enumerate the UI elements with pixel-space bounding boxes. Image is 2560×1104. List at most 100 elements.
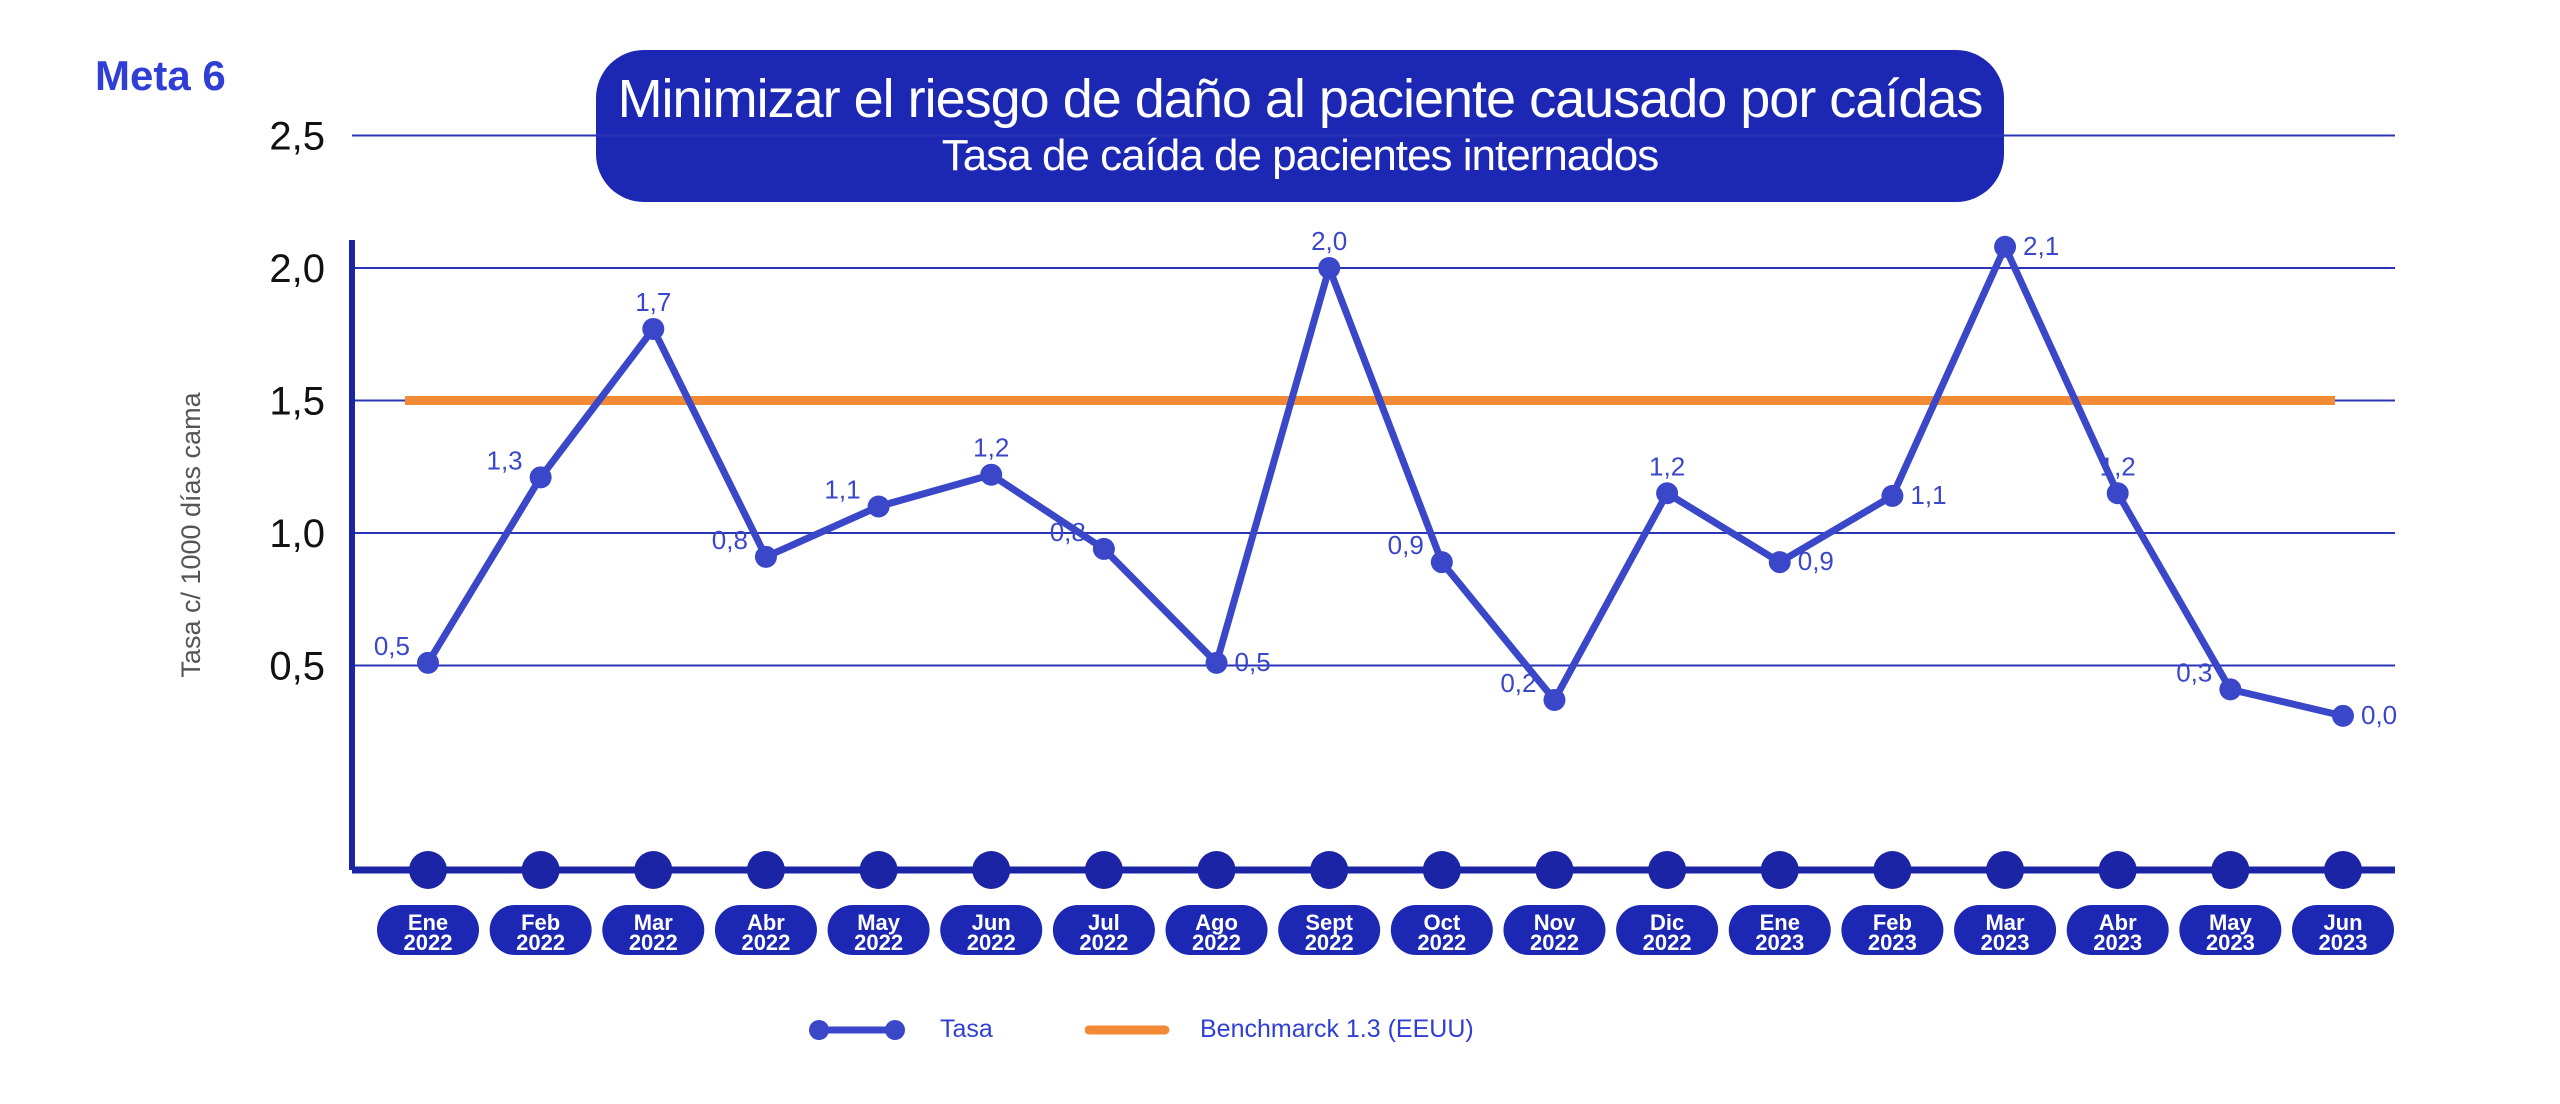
data-label: 1,2	[973, 433, 1009, 463]
legend-item-benchmark: Benchmarck 1.3 (EEUU)	[1085, 1010, 1505, 1050]
x-tick-month: May	[2209, 910, 2253, 935]
data-point	[1994, 235, 2017, 258]
axis-marker	[1084, 851, 1123, 889]
data-point	[867, 495, 890, 518]
data-label: 0,2	[1500, 668, 1536, 698]
axis-marker	[1648, 851, 1687, 889]
y-tick-label: 2,5	[269, 115, 325, 159]
x-tick-year: 2022	[854, 930, 903, 955]
x-tick-year: 2022	[629, 930, 678, 955]
x-tick-year: 2022	[1305, 930, 1354, 955]
legend-bar-icon	[1085, 1025, 1170, 1035]
x-tick-month: Oct	[1423, 910, 1460, 935]
x-tick-year: 2022	[1192, 930, 1241, 955]
data-label: 0,0	[2361, 700, 2397, 730]
legend-line-icon	[809, 1020, 905, 1040]
chart-title: Minimizar el riesgo de daño al paciente …	[617, 69, 1984, 129]
data-label: 2,1	[2023, 231, 2059, 261]
x-tick-pill	[1841, 905, 1944, 955]
y-tick-label: 0,5	[269, 645, 325, 689]
data-point	[1656, 482, 1679, 505]
x-tick-year: 2022	[404, 930, 453, 955]
data-label: 0,9	[1798, 546, 1834, 576]
x-tick-month: May	[857, 910, 901, 935]
axis-marker	[972, 851, 1011, 889]
x-tick-month: Mar	[1985, 910, 2025, 935]
tasa-line	[425, 243, 2344, 720]
data-point	[2219, 678, 2242, 701]
data-label: 1,2	[2100, 451, 2136, 481]
data-point	[754, 545, 777, 568]
x-tick-year: 2022	[1643, 930, 1692, 955]
x-tick-year: 2023	[1755, 930, 1804, 955]
x-tick-year: 2022	[1530, 930, 1579, 955]
y-tick-label: 1,0	[269, 512, 325, 556]
x-tick-month: Abr	[747, 910, 785, 935]
x-tick-pill	[1390, 905, 1493, 955]
x-tick-pill	[1616, 905, 1719, 955]
x-tick-year: 2022	[1079, 930, 1128, 955]
x-tick-month: Jul	[1088, 910, 1120, 935]
x-tick-month: Dic	[1650, 910, 1684, 935]
data-point	[2106, 482, 2129, 505]
axis-marker	[2324, 851, 2362, 889]
x-tick-pill	[2292, 905, 2394, 955]
legend-label-tasa: Tasa	[940, 1015, 993, 1043]
x-tick-year: 2022	[516, 930, 565, 955]
x-tick-pill	[1503, 905, 1606, 955]
data-label: 0,8	[1050, 517, 1086, 547]
data-label: 0,9	[1388, 530, 1424, 560]
title-banner: Minimizar el riesgo de daño al paciente …	[596, 50, 2004, 202]
x-tick-year: 2023	[1981, 930, 2030, 955]
data-point	[1092, 537, 1115, 560]
x-tick-pill	[1954, 905, 2057, 955]
x-tick-month: Ene	[408, 910, 448, 935]
data-label: 2,0	[1311, 226, 1347, 256]
axis-marker	[1310, 851, 1349, 889]
x-tick-year: 2022	[1417, 930, 1466, 955]
data-label: 0,8	[712, 525, 748, 555]
data-point	[529, 466, 552, 489]
x-tick-pill	[1052, 905, 1155, 955]
axis-marker	[1535, 851, 1574, 889]
legend-label-benchmark: Benchmarck 1.3 (EEUU)	[1200, 1015, 1474, 1043]
x-tick-pill	[940, 905, 1043, 955]
data-point	[1318, 257, 1341, 279]
data-point	[1430, 551, 1453, 574]
x-tick-month: Mar	[634, 910, 674, 935]
x-tick-pill	[2066, 905, 2169, 955]
x-tick-pill	[2179, 905, 2282, 955]
axis-dots	[409, 851, 2362, 889]
data-point	[1543, 688, 1566, 711]
x-tick-pill	[1728, 905, 1831, 955]
data-point	[1881, 484, 1904, 507]
data-label: 1,7	[635, 287, 671, 317]
axis-marker	[521, 851, 560, 889]
chart-subtitle: Tasa de caída de pacientes internados	[941, 131, 1659, 180]
x-tick-year: 2023	[1868, 930, 1917, 955]
axis-marker	[1197, 851, 1236, 889]
x-tick-month: Feb	[521, 910, 560, 935]
x-tick-year: 2022	[741, 930, 790, 955]
axis-marker	[409, 851, 447, 889]
x-tick-month: Feb	[1873, 910, 1912, 935]
data-point	[1205, 651, 1228, 674]
y-axis-label: Tasa c/ 1000 días cama	[176, 391, 206, 677]
x-tick-month: Ene	[1760, 910, 1800, 935]
axis-marker	[1986, 851, 2025, 889]
meta-label: Meta 6	[95, 52, 226, 99]
y-tick-label: 1,5	[269, 380, 325, 424]
data-label: 0,3	[2176, 657, 2212, 687]
x-tick-year: 2023	[2206, 930, 2255, 955]
x-tick-month: Jun	[972, 910, 1011, 935]
x-tick-year: 2022	[967, 930, 1016, 955]
x-tick-month: Ago	[1195, 910, 1238, 935]
data-point	[642, 317, 665, 340]
x-tick-pill	[1165, 905, 1268, 955]
legend-item-tasa: Tasa	[805, 1010, 1005, 1050]
x-tick-labels: Ene2022Feb2022Mar2022Abr2022May2022Jun20…	[377, 905, 2394, 955]
x-tick-month: Nov	[1534, 910, 1576, 935]
axis-marker	[634, 851, 673, 889]
data-point	[2332, 704, 2354, 727]
